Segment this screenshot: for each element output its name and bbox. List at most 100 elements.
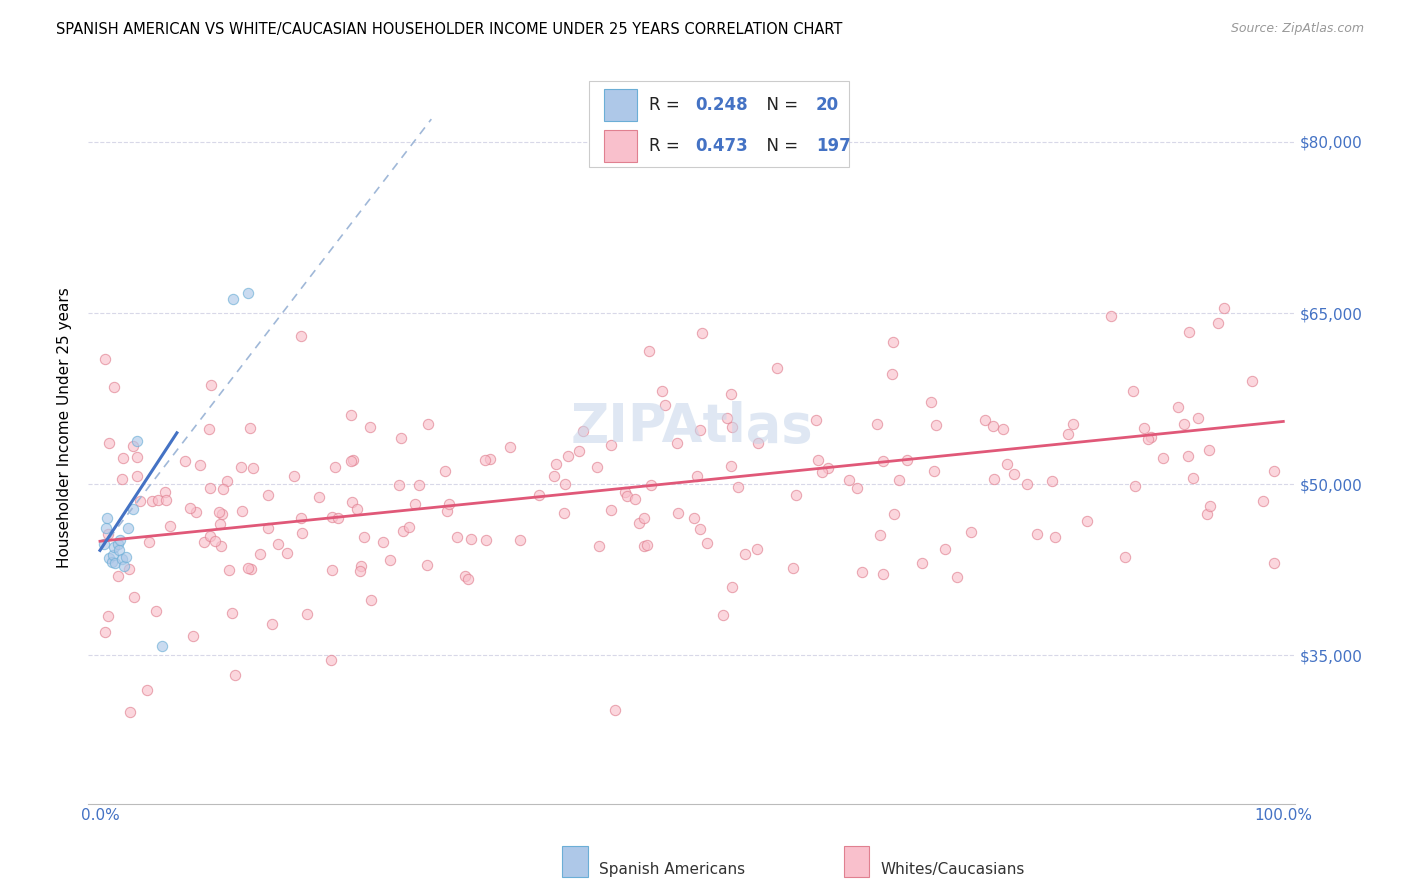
Point xyxy=(1198,442,1220,457)
Point xyxy=(696,536,718,550)
Point xyxy=(720,458,742,473)
Point xyxy=(993,422,1015,436)
Point xyxy=(600,438,623,452)
Point xyxy=(112,559,135,574)
Point xyxy=(689,424,711,438)
Point xyxy=(150,639,173,653)
Point xyxy=(208,516,231,531)
Point xyxy=(211,507,233,521)
Point xyxy=(416,417,439,432)
Point xyxy=(340,453,363,467)
Point xyxy=(1114,550,1136,565)
Point xyxy=(200,378,222,392)
Point xyxy=(146,493,169,508)
Point xyxy=(155,492,177,507)
Point xyxy=(785,488,807,502)
Point xyxy=(782,561,804,575)
Point xyxy=(1213,301,1236,316)
Point xyxy=(398,519,420,533)
Text: N =: N = xyxy=(755,136,803,154)
Point xyxy=(851,565,873,579)
Point xyxy=(349,564,371,578)
Point xyxy=(720,580,742,594)
Point xyxy=(682,511,704,525)
Point xyxy=(460,532,482,546)
Point xyxy=(882,334,904,349)
Point xyxy=(328,511,350,525)
Point xyxy=(883,507,905,521)
Point xyxy=(1043,530,1066,544)
FancyBboxPatch shape xyxy=(589,81,849,168)
Point xyxy=(911,556,934,570)
Point xyxy=(190,458,212,473)
Text: 20: 20 xyxy=(815,96,839,114)
Point xyxy=(408,477,430,491)
Point xyxy=(323,460,346,475)
Point xyxy=(807,453,830,467)
Point xyxy=(256,521,278,535)
Point xyxy=(353,530,375,544)
Y-axis label: Householder Income Under 25 years: Householder Income Under 25 years xyxy=(58,286,72,567)
Bar xyxy=(603,89,637,120)
Point xyxy=(880,367,903,381)
Point xyxy=(1251,494,1274,508)
Point xyxy=(747,436,769,450)
Point xyxy=(654,398,676,412)
Point xyxy=(388,478,411,492)
Point xyxy=(290,510,312,524)
Text: Source: ZipAtlas.com: Source: ZipAtlas.com xyxy=(1230,22,1364,36)
Point xyxy=(543,468,565,483)
Point xyxy=(111,450,134,465)
Point xyxy=(838,474,860,488)
Point xyxy=(960,524,983,539)
Point xyxy=(924,417,946,432)
Point xyxy=(291,526,314,541)
Point xyxy=(97,527,120,541)
Point xyxy=(1177,449,1199,463)
Point xyxy=(720,387,742,401)
Point xyxy=(239,421,262,435)
Point xyxy=(804,413,827,427)
Point xyxy=(529,488,551,502)
Point xyxy=(1133,421,1156,435)
Point xyxy=(107,536,129,550)
Point xyxy=(218,563,240,577)
Point xyxy=(276,546,298,560)
Point xyxy=(122,502,145,516)
Point xyxy=(1123,479,1146,493)
Point xyxy=(101,555,124,569)
Point xyxy=(256,488,278,502)
Point xyxy=(101,548,124,562)
Point xyxy=(666,435,689,450)
Point xyxy=(93,351,115,366)
Point xyxy=(946,570,969,584)
Point xyxy=(983,472,1005,486)
Point xyxy=(1195,507,1218,521)
Point xyxy=(209,540,232,554)
Point xyxy=(267,536,290,550)
Point xyxy=(872,454,894,468)
Point xyxy=(360,593,382,607)
Point xyxy=(568,444,591,458)
Point xyxy=(638,344,661,359)
Point xyxy=(557,450,579,464)
Point xyxy=(98,551,121,566)
Point xyxy=(922,464,945,478)
Point xyxy=(136,682,159,697)
Point xyxy=(1208,316,1230,330)
Point xyxy=(127,450,149,464)
Point xyxy=(651,384,673,398)
Point xyxy=(716,411,738,425)
Point xyxy=(713,608,735,623)
Point xyxy=(404,497,426,511)
Point xyxy=(640,477,662,491)
Point xyxy=(446,530,468,544)
Point xyxy=(138,535,160,549)
Bar xyxy=(603,130,637,161)
Point xyxy=(633,539,655,553)
Point xyxy=(1173,417,1195,431)
Point xyxy=(224,667,246,681)
Text: 0.473: 0.473 xyxy=(696,136,748,154)
Point xyxy=(127,469,149,483)
Point xyxy=(1076,514,1098,528)
